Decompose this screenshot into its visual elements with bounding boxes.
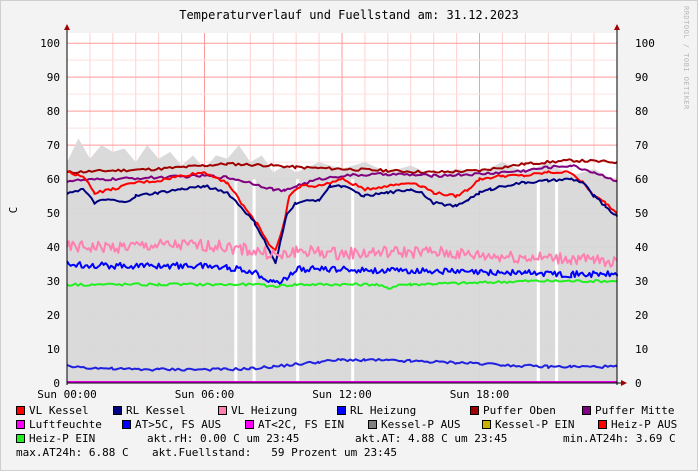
y-tick-label-right: 10 <box>635 343 648 356</box>
y-tick-label-left: 50 <box>47 207 60 220</box>
series-line-vl-heizung <box>66 238 618 268</box>
y-tick-label-left: 40 <box>47 241 60 254</box>
info-at: akt.AT: 4.88 C um 23:45 <box>355 432 508 445</box>
legend-swatch <box>16 434 25 443</box>
legend-item-heiz-p-ein: Heiz-P EIN <box>16 432 95 445</box>
y-tick-label-right: 70 <box>635 139 648 152</box>
legend-item-vl-heizung: VL Heizung <box>218 404 297 417</box>
legend-swatch <box>368 420 377 429</box>
legend-swatch <box>16 406 25 415</box>
y-tick-label-right: 80 <box>635 105 648 118</box>
legend-swatch <box>470 406 479 415</box>
legend-item-at-lt-2c: AT<2C, FS EIN <box>245 418 344 431</box>
series-line-fuellstand <box>66 358 618 372</box>
y-tick-label-left: 70 <box>47 139 60 152</box>
y-tick-label-left: 80 <box>47 105 60 118</box>
area-gap <box>234 179 238 383</box>
x-axis-arrow <box>621 380 627 386</box>
area-gap <box>351 179 355 383</box>
y-tick-label-right: 60 <box>635 173 648 186</box>
legend-swatch <box>482 420 491 429</box>
y-tick-label-right: 0 <box>635 377 642 390</box>
y-tick-label-right: 20 <box>635 309 648 322</box>
area-gap <box>296 179 300 383</box>
y-axis-label: C <box>7 207 20 214</box>
legend-item-heiz-p-aus: Heiz-P AUS <box>598 418 677 431</box>
y-tick-label-left: 100 <box>40 37 60 50</box>
legend-item-rl-kessel: RL Kessel <box>113 404 186 417</box>
y-tick-label-left: 60 <box>47 173 60 186</box>
legend-swatch <box>122 420 131 429</box>
legend-item-puffer-oben: Puffer Oben <box>470 404 556 417</box>
y-tick-label-right: 90 <box>635 71 648 84</box>
info-max-at: max.AT24h: 6.88 C <box>16 446 129 459</box>
x-tick-label: Sun 12:00 <box>312 388 372 400</box>
x-tick-label: Sun 18:00 <box>450 388 510 400</box>
legend-swatch <box>337 406 346 415</box>
legend-swatch <box>16 420 25 429</box>
info-fuellstand: akt.Fuellstand: 59 Prozent um 23:45 <box>152 446 398 459</box>
series-line-vl-kessel <box>66 170 618 251</box>
legend-swatch <box>582 406 591 415</box>
series-line-puffer-oben <box>66 158 618 175</box>
legend-item-kessel-p-ein: Kessel-P EIN <box>482 418 574 431</box>
x-tick-label: Sun 06:00 <box>175 388 235 400</box>
x-tick-label: Sun 00:00 <box>37 388 97 400</box>
y-tick-label-left: 10 <box>47 343 60 356</box>
legend-item-luftfeuchte: Luftfeuchte <box>16 418 102 431</box>
y-tick-label-left: 90 <box>47 71 60 84</box>
rrdtool-credit: RRDTOOL / TOBI OETIKER <box>682 6 690 110</box>
legend-item-vl-kessel: VL Kessel <box>16 404 89 417</box>
chart-plot: 0 0 10 10 20 20 30 30 40 40 50 50 60 60 70 70 80 80 90 90 10… <box>7 24 655 400</box>
legend-swatch <box>245 420 254 429</box>
y-tick-label-right: 100 <box>635 37 655 50</box>
info-rh: akt.rH: 0.00 C um 23:45 <box>147 432 300 445</box>
info-min-at: min.AT24h: 3.69 C <box>563 432 676 445</box>
y-axis-arrow-right <box>614 24 620 30</box>
series-line-rl-kessel <box>66 177 618 265</box>
y-tick-label-left: 0 <box>53 377 60 390</box>
legend-item-puffer-mitte: Puffer Mitte <box>582 404 674 417</box>
area-heiz-p-ein <box>67 138 617 383</box>
series-line-rl-heizung <box>66 260 618 285</box>
legend-swatch <box>113 406 122 415</box>
y-tick-label-left: 30 <box>47 275 60 288</box>
series-line-puffer-mitte <box>66 164 618 193</box>
y-tick-label-left: 20 <box>47 309 60 322</box>
series-line-heiz-p-aus <box>66 278 618 290</box>
chart-title: Temperaturverlauf und Fuellstand am: 31.… <box>179 8 519 22</box>
y-tick-label-right: 40 <box>635 241 648 254</box>
legend-item-at-gt-5c: AT>5C, FS AUS <box>122 418 221 431</box>
legend-swatch <box>598 420 607 429</box>
y-axis-arrow-left <box>64 24 70 30</box>
y-tick-label-right: 50 <box>635 207 648 220</box>
y-tick-label-right: 30 <box>635 275 648 288</box>
legend-swatch <box>218 406 227 415</box>
legend-item-rl-heizung: RL Heizung <box>337 404 416 417</box>
area-gap <box>252 179 256 383</box>
legend-item-kessel-p-aus: Kessel-P AUS <box>368 418 460 431</box>
